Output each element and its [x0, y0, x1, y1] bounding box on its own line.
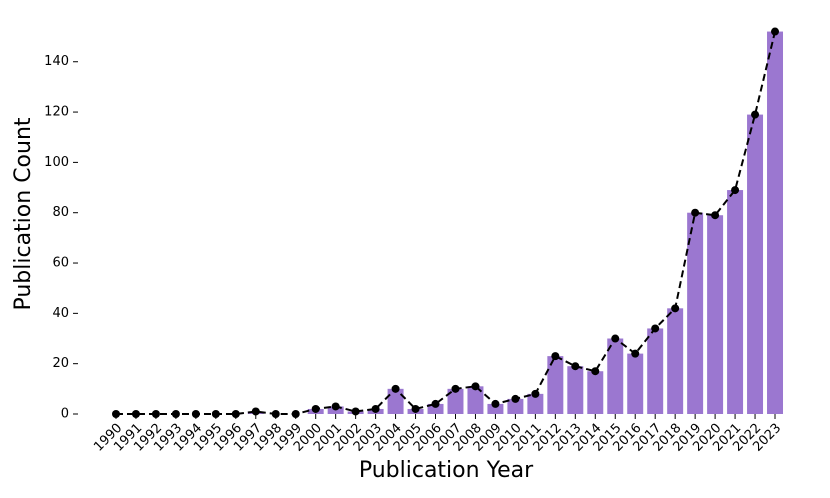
line-marker [751, 110, 760, 119]
line-marker [191, 410, 200, 418]
y-tick-label: 20 [52, 356, 69, 371]
y-tick-label: 60 [52, 256, 69, 271]
line-marker [631, 349, 640, 358]
line-marker [451, 384, 460, 393]
bar [627, 353, 644, 414]
line-marker [111, 410, 120, 418]
y-tick-label: 140 [44, 54, 69, 69]
line-marker [671, 304, 680, 313]
line-marker [291, 410, 300, 418]
bar [727, 190, 744, 414]
bar [527, 393, 544, 414]
line-marker [771, 27, 780, 36]
line-marker [271, 410, 280, 418]
y-tick-label: 0 [61, 407, 69, 422]
bar [587, 371, 604, 414]
bar [607, 338, 624, 414]
bar [747, 114, 764, 415]
line-marker [531, 389, 540, 398]
bar [567, 366, 584, 414]
bar [547, 356, 564, 414]
line-marker [151, 410, 160, 418]
line-marker [131, 410, 140, 418]
line-marker [491, 399, 500, 408]
y-tick-label: 100 [44, 155, 69, 170]
bar [467, 386, 484, 414]
y-axis-title: Publication Count [11, 117, 36, 310]
line-marker [611, 334, 620, 343]
y-tick-label: 40 [52, 306, 69, 321]
line-marker [511, 394, 520, 403]
line-marker [311, 404, 320, 413]
line-marker [391, 384, 400, 393]
bar [427, 403, 444, 414]
bar [647, 328, 664, 414]
y-tick-label: 120 [44, 105, 69, 120]
bar [707, 215, 724, 414]
bar [447, 388, 464, 414]
line-marker [591, 367, 600, 376]
line-marker [211, 410, 220, 418]
line-marker [411, 404, 420, 413]
bar [507, 398, 524, 414]
bar [687, 212, 704, 414]
line-marker [471, 382, 480, 391]
line-marker [371, 404, 380, 413]
bar [387, 388, 404, 414]
line-marker [331, 402, 340, 411]
line-marker [351, 407, 360, 416]
line-marker [571, 362, 580, 371]
line-marker [251, 407, 260, 416]
x-axis-title: Publication Year [359, 458, 534, 483]
line-marker [431, 399, 440, 408]
bar [487, 403, 504, 414]
line-marker [171, 410, 180, 418]
bar [667, 308, 684, 414]
bar [767, 31, 784, 414]
line-marker [551, 352, 560, 361]
line-marker [731, 186, 740, 195]
line-marker [231, 410, 240, 418]
line-marker [651, 324, 660, 333]
line-marker [711, 211, 720, 220]
y-tick-label: 80 [52, 205, 69, 220]
line-marker [691, 208, 700, 217]
